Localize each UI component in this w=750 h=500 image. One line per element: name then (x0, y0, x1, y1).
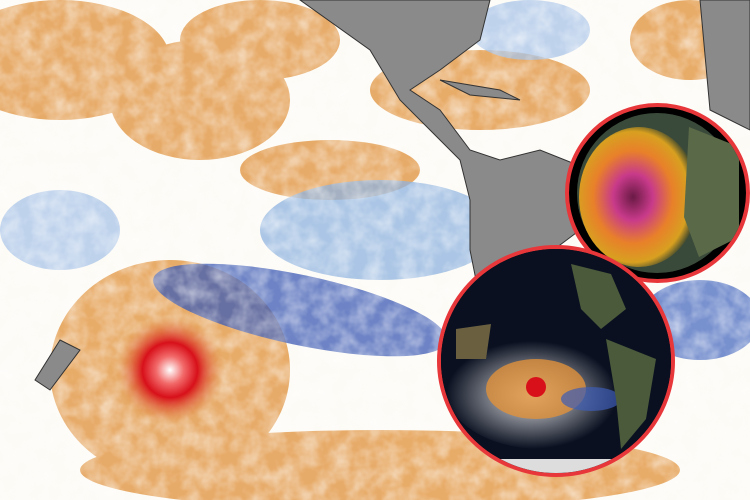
south-pacific-heatwave-globe (441, 249, 671, 473)
inset-globe-north-pacific (565, 103, 750, 283)
marine-heatwave-hotspot-icon (115, 315, 225, 425)
north-pacific-heatwave-globe (577, 113, 739, 273)
inset-globe-south-pacific (437, 245, 675, 477)
